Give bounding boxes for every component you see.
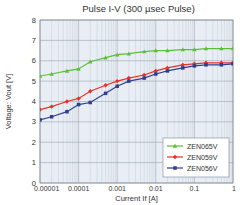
point [115,52,119,56]
point [181,66,185,70]
point [40,74,42,78]
y-tick-label: 5 [32,77,36,86]
point [142,49,146,53]
x-grid [78,20,79,183]
point [192,47,196,51]
x-tick-label: 1 [232,185,236,192]
point [166,69,170,73]
y-grid [40,121,233,122]
point [50,115,54,119]
x-tick-label: 0.0001 [68,185,90,192]
y-grid [40,60,233,61]
point [193,64,197,68]
point [220,63,224,67]
point [231,46,233,50]
x-grid [155,20,156,183]
point [88,60,92,64]
x-tick-label: 0.01 [149,185,163,192]
series-line [40,49,233,77]
legend-label: ZEN065V [187,143,218,150]
point [103,55,107,59]
point [154,72,158,76]
plot-frame [40,20,233,183]
x-tick-label: 0.1 [190,185,200,192]
legend-marker [173,166,177,170]
y-tick-label: 3 [32,117,36,126]
point [76,96,80,100]
y-axis-label: Voltage: Vout [V] [4,74,13,129]
point [65,69,69,73]
point [88,89,92,93]
legend-marker [173,155,177,159]
legend: ZEN065V ZEN059V ZEN056V [163,138,229,177]
point [40,118,42,122]
point [204,63,208,67]
point [103,83,107,87]
point [49,104,53,108]
x-axis-label: Current If [A] [115,194,158,203]
y-tick-label: 6 [32,56,36,65]
legend-label: ZEN059V [187,154,218,161]
point [49,72,53,76]
point [127,51,131,55]
point [204,46,208,50]
x-grid [117,20,118,183]
y-tick-label: 2 [32,138,36,147]
plot-background [40,20,233,183]
point [181,47,185,51]
plot-area [40,46,233,121]
legend-label: ZEN056V [187,165,218,172]
legend-box [163,138,229,177]
y-grid [40,81,233,82]
point [40,107,42,111]
point [154,48,158,52]
y-tick-label: 4 [32,97,36,106]
x-tick-label: 0.00001 [34,185,59,192]
point [65,99,69,103]
series-line [40,63,233,110]
point [127,79,131,83]
y-tick-label: 8 [32,16,36,25]
x-tick-label: 0.001 [108,185,126,192]
legend-marker [173,144,177,148]
y-tick-label: 7 [32,36,36,45]
point [104,92,108,96]
y-tick-label: 1 [32,158,36,167]
point [77,103,81,107]
point [65,110,69,114]
point [219,46,223,50]
title: Pulse I-V (300 µsec Pulse) [82,3,195,14]
point [165,48,169,52]
point [142,76,146,80]
series-line [40,64,233,120]
point [88,101,92,105]
point [115,84,119,88]
chart: 0123456780.000010.00010.0010.010.11Pulse… [0,0,250,205]
y-grid [40,40,233,41]
point [76,67,80,71]
point [115,79,119,83]
point [231,62,233,66]
